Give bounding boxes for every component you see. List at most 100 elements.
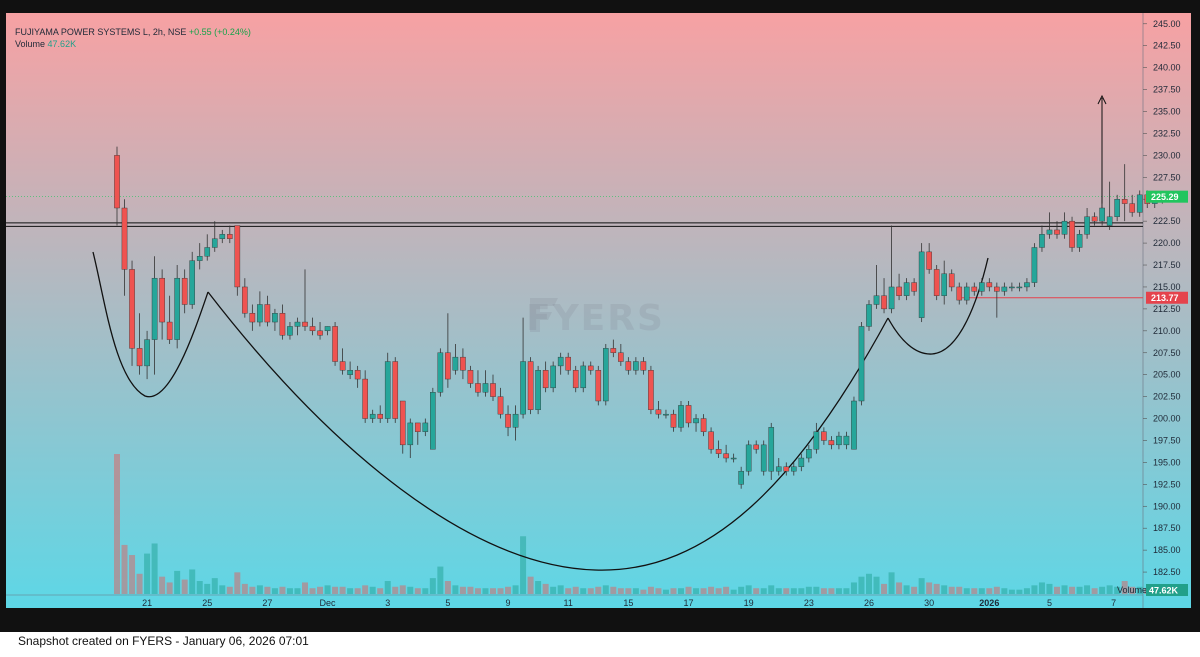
candle-body xyxy=(1024,282,1030,288)
candle-body xyxy=(565,356,571,371)
candle-body xyxy=(791,466,797,472)
volume-bar xyxy=(662,589,669,594)
candle-body xyxy=(806,449,812,459)
volume-bar xyxy=(723,586,730,594)
volume-bar xyxy=(813,586,820,594)
candle-body xyxy=(1084,216,1090,235)
volume-bar xyxy=(647,586,654,594)
volume-bar xyxy=(1061,585,1068,594)
candle-body xyxy=(1099,207,1105,222)
volume-bar xyxy=(309,588,316,594)
volume-bar xyxy=(941,585,948,594)
y-tick-label: 215.00 xyxy=(1153,282,1181,292)
volume-bar xyxy=(738,586,745,594)
volume-bar xyxy=(1084,585,1091,594)
candle-body xyxy=(505,413,511,428)
candle-body xyxy=(1016,286,1023,289)
candle-body xyxy=(1106,216,1113,226)
candle-body xyxy=(745,444,752,472)
candle-body xyxy=(655,409,662,415)
candle-body xyxy=(926,251,932,270)
candle-body xyxy=(377,413,384,419)
volume-bar xyxy=(369,586,376,594)
volume-bar xyxy=(129,555,136,594)
y-tick-label: 245.00 xyxy=(1153,19,1181,29)
candle-body xyxy=(821,431,827,441)
volume-bar xyxy=(482,588,489,594)
candle-body xyxy=(136,348,143,367)
x-tick-label: 11 xyxy=(564,598,573,608)
x-tick-label: 7 xyxy=(1111,598,1116,608)
candle-body xyxy=(1069,220,1075,248)
candlestick-chart: 245.00 242.50 240.00 237.50 235.00 232.50 230.… xyxy=(0,0,1200,632)
volume-bar xyxy=(234,572,241,594)
volume-bar xyxy=(271,588,278,594)
y-tick-label: 195.00 xyxy=(1153,457,1181,467)
candle-body xyxy=(753,444,759,450)
candle-body xyxy=(843,435,850,446)
candle-body xyxy=(1129,203,1135,213)
candle-body xyxy=(467,370,474,384)
volume-bar xyxy=(768,585,775,594)
candle-body xyxy=(918,251,925,318)
volume-bar xyxy=(948,586,955,594)
y-tick-label: 205.00 xyxy=(1153,370,1181,380)
volume-label[interactable]: Volume xyxy=(15,39,46,49)
candle-body xyxy=(1114,199,1120,217)
candle-body xyxy=(625,361,632,371)
volume-bar xyxy=(820,588,827,594)
candle-body xyxy=(858,326,865,402)
volume-bar xyxy=(256,585,263,594)
handle-curve xyxy=(887,257,989,355)
volume-bar xyxy=(963,588,970,594)
level-price-tag: 213.77 xyxy=(1151,293,1179,303)
candle-body xyxy=(490,383,496,397)
volume-bar xyxy=(497,588,504,594)
volume-bar xyxy=(144,553,151,594)
candle-body xyxy=(151,277,158,340)
volume-bar xyxy=(911,586,918,594)
candle-body xyxy=(430,392,436,450)
candle-body xyxy=(332,326,338,362)
symbol-title[interactable]: FUJIYAMA POWER SYSTEMS L, 2h, NSE xyxy=(15,27,187,37)
candle-body xyxy=(956,286,963,301)
fyers-logo-watermark xyxy=(530,298,558,332)
volume-bar xyxy=(490,588,496,594)
volume-bar xyxy=(850,582,857,594)
candle-body xyxy=(903,282,910,296)
candle-body xyxy=(512,413,519,428)
volume-bar xyxy=(881,583,888,594)
volume-bar xyxy=(512,585,519,594)
candle-body xyxy=(422,422,429,432)
candle-body xyxy=(407,422,414,446)
volume-bar xyxy=(903,585,910,594)
candle-body xyxy=(836,435,842,446)
candle-body xyxy=(347,370,353,375)
candle-body xyxy=(1039,234,1045,248)
y-tick-label: 207.50 xyxy=(1153,348,1181,358)
volume-bar xyxy=(873,576,880,594)
volume-bar xyxy=(557,585,564,594)
volume-bar xyxy=(347,588,354,594)
candle-body xyxy=(242,286,248,314)
candle-body xyxy=(339,361,346,371)
volume-bar xyxy=(121,544,128,594)
y-tick-label: 185.00 xyxy=(1153,545,1181,555)
x-tick-label: 3 xyxy=(385,598,390,608)
candle-body xyxy=(986,282,993,288)
volume-bar xyxy=(392,586,399,594)
candle-body xyxy=(354,370,361,380)
y-tick-label: 232.50 xyxy=(1153,128,1181,138)
volume-bar xyxy=(978,588,985,594)
volume-bar xyxy=(286,588,293,594)
x-tick-label: 26 xyxy=(864,598,874,608)
x-tick-label: 27 xyxy=(262,598,272,608)
volume-bar xyxy=(1114,586,1121,594)
volume-bar xyxy=(986,588,993,594)
candle-body xyxy=(700,418,707,432)
candle-body xyxy=(580,365,587,389)
volume-bar xyxy=(971,588,978,594)
candle-body xyxy=(257,304,263,323)
candle-body xyxy=(542,370,549,389)
y-tick-label: 222.50 xyxy=(1153,216,1181,226)
